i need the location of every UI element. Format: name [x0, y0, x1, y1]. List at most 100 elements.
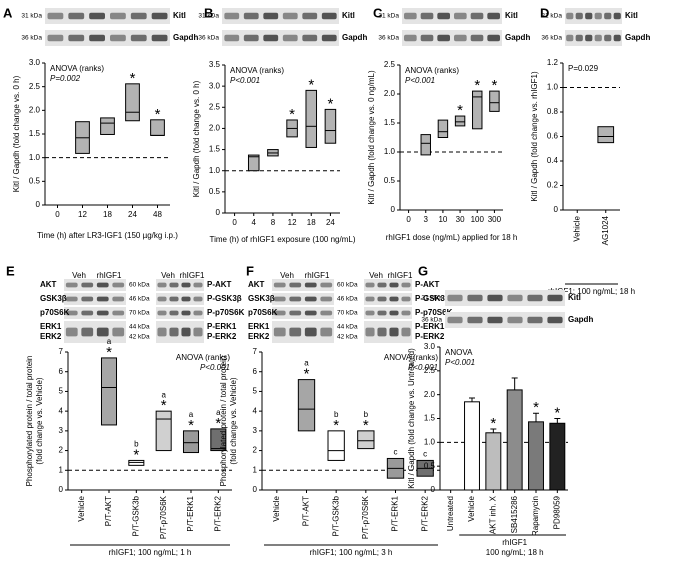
x-tick-label: P/T-ERK2 — [420, 495, 429, 531]
x-tick-label: 24 — [128, 210, 137, 219]
blot-band — [594, 12, 602, 20]
x-tick-label: P/T-GSK3b — [331, 495, 340, 536]
significance-star: * — [490, 415, 496, 432]
blot-total: GSK3β — [248, 294, 275, 303]
y-tick-label: 1.2 — [547, 58, 559, 67]
bar — [485, 432, 502, 491]
x-axis-label: Time (h) of rhIGF1 exposure (100 ng/mL) — [210, 235, 356, 244]
annotation: ANOVA — [445, 348, 473, 357]
y-tick-label: 5 — [253, 387, 258, 396]
blot-band — [420, 12, 434, 20]
box — [472, 90, 483, 130]
blot-band — [575, 34, 583, 42]
y-axis-label: (fold change vs. Vehicle) — [229, 377, 238, 464]
bar — [506, 389, 523, 491]
y-tick-label: 2.0 — [209, 124, 221, 133]
blot-band — [96, 296, 109, 302]
blot-band — [169, 296, 179, 302]
x-tick-label: PD98059 — [552, 495, 561, 529]
blot-band — [320, 282, 333, 288]
box — [324, 108, 337, 144]
blot-band — [243, 12, 259, 20]
x-tick-label: Rapamycin — [531, 496, 540, 536]
blot-band — [193, 327, 203, 337]
y-tick-label: 0.5 — [29, 176, 41, 185]
blot-strip — [402, 8, 502, 24]
significance-star: * — [333, 417, 339, 434]
blot-band — [377, 327, 387, 337]
group-letter: b — [334, 410, 339, 419]
x-tick-label: SB415286 — [510, 495, 519, 533]
blot-total: ERK1 — [40, 322, 62, 331]
box — [357, 430, 375, 450]
y-tick-label: 2.0 — [384, 89, 396, 98]
panel-label: E — [6, 263, 15, 278]
annotation: P=0.002 — [50, 74, 81, 83]
y-tick-label: 0.4 — [547, 156, 559, 165]
blot-band — [604, 34, 612, 42]
blot-strip — [222, 30, 339, 46]
blot-kda: 36 kDa — [21, 35, 42, 42]
blot-band — [377, 310, 387, 316]
x-tick-label: Untreated — [446, 496, 455, 531]
blot-band — [304, 296, 317, 302]
blot-band — [321, 34, 337, 42]
significance-star: * — [188, 417, 194, 434]
x-tick-label: P/T-ERK1 — [186, 495, 195, 531]
blot-group: Veh — [369, 271, 383, 280]
x-axis-label: rhIGF1; 100 ng/mL; 3 h — [310, 548, 393, 557]
blot-band — [81, 282, 94, 288]
box — [125, 83, 140, 122]
blot-band — [130, 12, 147, 20]
blot-band — [404, 12, 417, 20]
blot-band — [289, 282, 302, 288]
annotation: ANOVA (ranks) — [384, 353, 438, 362]
blot-band — [547, 294, 563, 302]
blot-strip — [445, 290, 565, 306]
blot-band — [193, 282, 203, 288]
blot-total: p70S6K — [40, 308, 70, 317]
y-tick-label: 1.0 — [424, 437, 436, 446]
blot-band — [65, 327, 78, 337]
box — [182, 430, 200, 454]
blot-phospho: P-ERK1 — [415, 322, 445, 331]
y-tick-label: 7 — [59, 347, 64, 356]
bar — [464, 401, 480, 491]
blot-band — [377, 282, 387, 288]
blot-band — [68, 12, 85, 20]
box — [327, 430, 345, 461]
blot-band — [547, 316, 563, 324]
x-tick-label: 300 — [488, 215, 502, 224]
blot-phospho: P-p70S6K — [207, 308, 245, 317]
blot-band — [169, 327, 179, 337]
blot-phospho: P-AKT — [415, 280, 440, 289]
blot-band — [112, 310, 125, 316]
x-tick-label: P/T-AKT — [302, 496, 311, 526]
blot-band — [81, 296, 94, 302]
blot-band — [289, 310, 302, 316]
blot-band — [68, 34, 85, 42]
annotation: P<0.001 — [445, 358, 475, 367]
x-tick-label: P/T-p70S6K — [361, 495, 370, 539]
annotation: ANOVA (ranks) — [176, 353, 230, 362]
blot-kda: 44 kDa — [337, 324, 358, 331]
blot-band — [437, 34, 450, 42]
blot-strip — [364, 279, 412, 291]
y-tick-label: 4 — [253, 406, 258, 415]
y-tick-label: 1 — [253, 465, 258, 474]
blot-strip — [565, 30, 622, 46]
blot-band — [96, 282, 109, 288]
y-axis-label: Phosphorylated protein / total protein — [25, 356, 34, 487]
blot-band — [112, 282, 125, 288]
group-letter: a — [189, 410, 194, 419]
y-tick-label: 0.2 — [547, 181, 559, 190]
blot-band — [65, 310, 78, 316]
blot-phospho: P-GSK3β — [415, 294, 450, 303]
blot-band — [302, 34, 318, 42]
blot-band — [401, 296, 411, 302]
blot-band — [193, 296, 203, 302]
x-tick-label: 30 — [456, 215, 465, 224]
x-tick-label: P/T-ERK2 — [213, 495, 222, 531]
blot-group: rhIGF1 — [305, 271, 330, 280]
blot-strip — [64, 293, 126, 305]
